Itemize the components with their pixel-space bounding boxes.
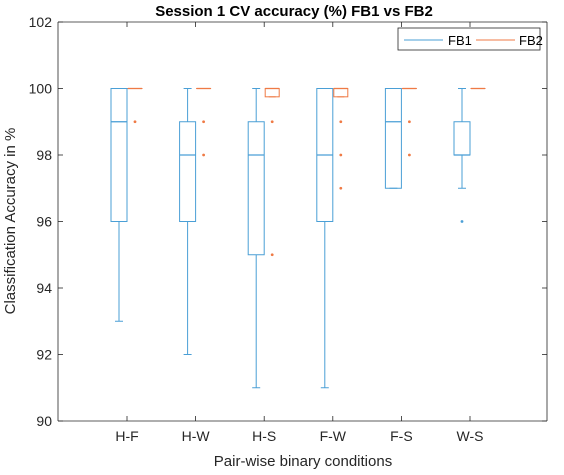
outlier-point <box>339 154 342 157</box>
outlier-point <box>461 220 464 223</box>
y-tick-label: 92 <box>36 347 52 363</box>
chart-title: Session 1 CV accuracy (%) FB1 vs FB2 <box>155 3 433 20</box>
y-tick-label: 98 <box>36 147 52 163</box>
outlier-point <box>134 120 137 123</box>
outlier-point <box>339 120 342 123</box>
plot-area <box>58 22 547 421</box>
outlier-point <box>408 120 411 123</box>
legend-label-fb1: FB1 <box>448 33 472 48</box>
y-tick-label: 102 <box>29 14 53 30</box>
x-tick-label: F-S <box>390 428 413 444</box>
legend: FB1 FB2 <box>398 28 543 50</box>
outlier-point <box>408 154 411 157</box>
y-tick-label: 94 <box>36 280 52 296</box>
outlier-point <box>202 154 205 157</box>
x-tick-label: H-W <box>182 428 211 444</box>
outlier-point <box>271 120 274 123</box>
x-axis-label: Pair-wise binary conditions <box>214 453 392 470</box>
y-tick-label: 100 <box>29 81 53 97</box>
x-tick-label: H-F <box>115 428 138 444</box>
x-tick-label: W-S <box>457 428 484 444</box>
x-tick-label: H-S <box>252 428 276 444</box>
y-tick-label: 96 <box>36 214 52 230</box>
y-tick-label: 90 <box>36 413 52 429</box>
outlier-point <box>202 120 205 123</box>
outlier-point <box>339 187 342 190</box>
legend-label-fb2: FB2 <box>519 33 543 48</box>
y-axis-label: Classification Accuracy in % <box>2 128 19 315</box>
outlier-point <box>271 253 274 256</box>
x-tick-label: F-W <box>320 428 347 444</box>
